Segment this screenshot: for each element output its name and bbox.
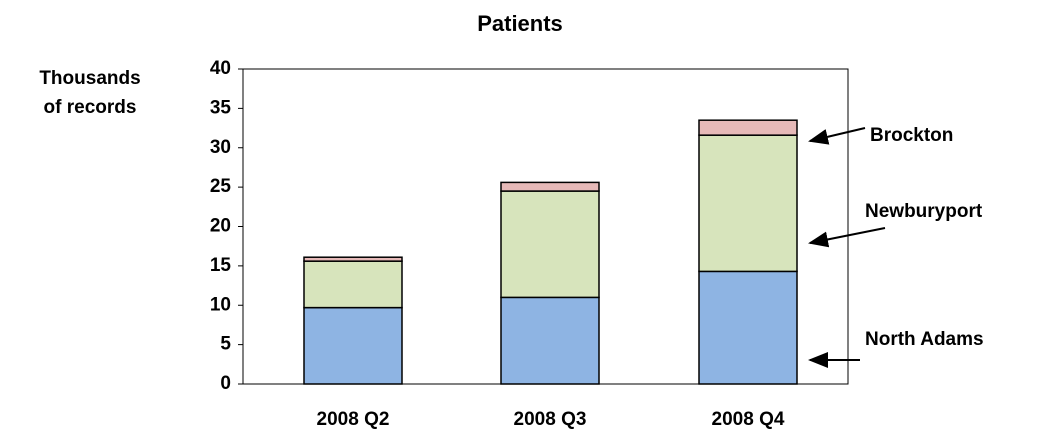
y-tick-label: 40 bbox=[210, 58, 231, 79]
chart-title: Patients bbox=[477, 11, 563, 36]
bar-segment bbox=[303, 256, 403, 262]
y-tick-label: 5 bbox=[220, 334, 231, 355]
legend-arrow bbox=[808, 227, 886, 248]
x-tick-label: 2008 Q4 bbox=[712, 409, 785, 430]
y-tick-label: 0 bbox=[220, 373, 231, 394]
legend-arrow bbox=[808, 127, 866, 145]
legend-label: Newburyport bbox=[865, 201, 983, 222]
y-tick-label: 30 bbox=[210, 137, 231, 158]
y-tick-label: 20 bbox=[210, 216, 231, 237]
y-tick-label: 15 bbox=[210, 255, 232, 276]
bar-segment bbox=[500, 296, 600, 385]
bar-segment bbox=[303, 306, 403, 385]
bar-segment bbox=[698, 119, 798, 136]
x-tick-label: 2008 Q2 bbox=[317, 409, 390, 430]
x-tick-label: 2008 Q3 bbox=[514, 409, 587, 430]
legend-label: North Adams bbox=[865, 329, 984, 350]
bar-segment bbox=[698, 270, 798, 385]
bar-segment bbox=[500, 181, 600, 192]
bar-segment bbox=[698, 134, 798, 273]
legend-label: Brockton bbox=[870, 125, 953, 146]
bar-segment bbox=[303, 260, 403, 309]
y-tick-label: 35 bbox=[210, 97, 232, 118]
y-tick-label: 10 bbox=[210, 294, 231, 315]
bar-segment bbox=[500, 190, 600, 299]
y-axis-label: Thousands of records bbox=[39, 68, 141, 118]
y-tick-label: 25 bbox=[210, 176, 232, 197]
